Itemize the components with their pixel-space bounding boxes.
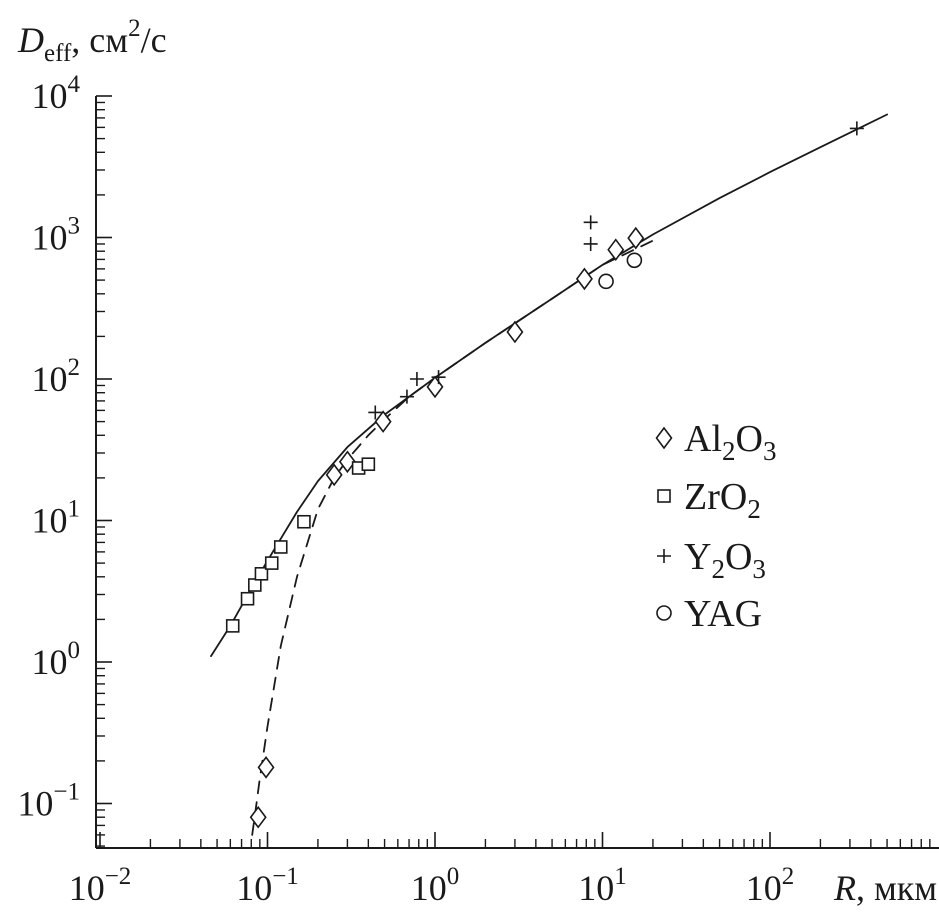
x-tick-label: 100	[411, 863, 460, 908]
legend-label: YAG	[684, 593, 762, 635]
data-point-diamond	[575, 267, 593, 291]
axis-titles: Deff, см2/с R, мкм	[17, 15, 937, 908]
data-point-square	[225, 619, 240, 633]
data-point-square	[240, 591, 255, 606]
data-point-diamond	[607, 238, 625, 262]
data-point-diamond	[374, 410, 392, 433]
data-point-diamond	[249, 805, 267, 829]
legend-marker-circle	[656, 605, 672, 621]
legend-label: ZrO2	[684, 476, 761, 524]
legend-marker-diamond	[655, 426, 673, 450]
x-tick-label: 10−1	[236, 863, 299, 908]
data-point-plus	[409, 372, 424, 386]
x-axis-title: R, мкм	[833, 868, 937, 908]
data-point-plus	[583, 215, 598, 230]
legend-marker-plus	[657, 549, 671, 563]
data-point-square	[248, 578, 262, 592]
x-tick-label: 10−2	[69, 863, 132, 908]
data-point-diamond	[627, 226, 645, 250]
data-point-circle	[626, 252, 643, 269]
x-tick-label: 102	[746, 863, 795, 908]
y-axis-title: Deff, см2/с	[17, 15, 167, 67]
data-point-diamond	[257, 756, 275, 779]
x-tick-label: 101	[578, 863, 627, 908]
data-point-plus	[399, 389, 414, 404]
legend-label: Al2O3	[684, 418, 776, 466]
data-point-plus	[849, 121, 864, 136]
data-point-plus	[583, 236, 598, 251]
data-point-plus	[368, 405, 383, 420]
axes: 10−1 100 101 102 103 104 10−2 10−1 100 101 102	[17, 71, 939, 908]
data-point-plus	[431, 370, 446, 385]
data-point-diamond	[338, 450, 356, 474]
y-tick-label: 104	[32, 71, 81, 116]
data-point-circle	[598, 273, 614, 290]
y-tick-label: 100	[32, 637, 81, 682]
y-tick-label: 10−1	[17, 779, 80, 824]
data-point-square	[273, 540, 288, 554]
legend-marker-square	[657, 489, 671, 503]
data-points	[225, 121, 864, 829]
data-point-square	[254, 567, 269, 581]
data-point-diamond	[325, 463, 343, 487]
legend: Al2O3 ZrO2 Y2O3 YAG	[655, 418, 776, 635]
dashed-fit-curve	[251, 239, 654, 836]
data-point-diamond	[426, 375, 444, 399]
data-point-diamond	[506, 320, 524, 344]
solid-fit-curve	[210, 113, 888, 657]
data-point-square	[361, 457, 376, 471]
data-point-square	[264, 556, 279, 570]
legend-label: Y2O3	[684, 536, 766, 584]
y-tick-label: 101	[32, 496, 81, 541]
data-point-square	[297, 514, 311, 529]
y-tick-label: 103	[32, 213, 81, 258]
y-tick-label: 102	[32, 354, 81, 399]
fit-curves	[210, 113, 888, 836]
